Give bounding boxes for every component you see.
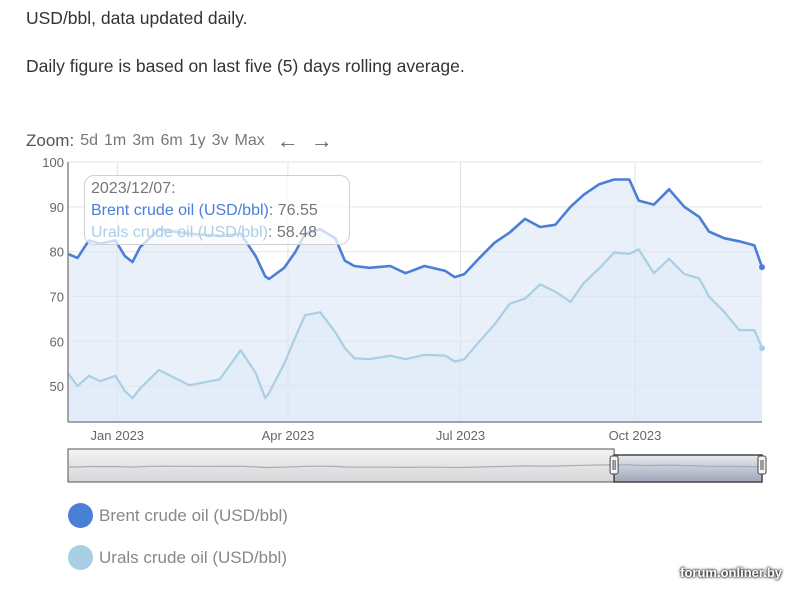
last-point-marker-brent bbox=[759, 264, 765, 271]
y-tick-label: 80 bbox=[50, 245, 64, 260]
x-tick-label: Apr 2023 bbox=[262, 428, 315, 443]
y-tick-label: 50 bbox=[50, 379, 64, 394]
tooltip-date: 2023/12/07: bbox=[91, 180, 176, 197]
zoom-bar: Zoom: 5d 1m 3m 6m 1y 3v Max ← → bbox=[26, 128, 333, 154]
y-tick-label: 90 bbox=[50, 200, 64, 215]
last-point-marker-urals bbox=[759, 345, 765, 352]
legend-brent-label: Brent crude oil (USD/bbl) bbox=[99, 505, 288, 525]
y-tick-label: 60 bbox=[50, 334, 64, 349]
legend-item-brent[interactable]: Brent crude oil (USD/bbl) bbox=[68, 503, 288, 528]
tooltip-brent-value: 76.55 bbox=[277, 202, 318, 219]
x-tick-label: Oct 2023 bbox=[609, 428, 662, 443]
zoom-6m-button[interactable]: 6m bbox=[160, 132, 183, 149]
y-tick-label: 70 bbox=[50, 289, 64, 304]
zoom-max-button[interactable]: Max bbox=[234, 132, 265, 149]
averaging-note: Daily figure is based on last five (5) d… bbox=[26, 56, 465, 76]
series-line-urals bbox=[67, 248, 764, 400]
navigator-right-handle[interactable] bbox=[757, 455, 767, 475]
legend-item-urals[interactable]: Urals crude oil (USD/bbl) bbox=[68, 545, 287, 570]
zoom-1m-button[interactable]: 1m bbox=[103, 132, 127, 149]
zoom-label: Zoom: bbox=[26, 131, 75, 150]
zoom-5d-button[interactable]: 5d bbox=[80, 132, 98, 149]
navigator-selection bbox=[613, 454, 763, 483]
chart-tooltip: 2023/12/07: Brent crude oil (USD/bbl): 7… bbox=[84, 175, 350, 245]
zoom-3v-button[interactable]: 3v bbox=[211, 132, 229, 149]
zoom-3m-button[interactable]: 3m bbox=[132, 132, 155, 149]
brent-legend-dot-icon bbox=[68, 503, 93, 528]
urals-legend-dot-icon bbox=[68, 545, 93, 570]
y-tick-label: 100 bbox=[42, 155, 64, 170]
watermark: forum.onliner.by bbox=[680, 565, 782, 580]
tooltip-brent-label: Brent crude oil (USD/bbl) bbox=[91, 202, 269, 219]
arrow-right-icon[interactable]: → bbox=[310, 128, 333, 153]
navigator-series bbox=[67, 464, 763, 469]
tooltip-urals-label: Urals crude oil (USD/bbl) bbox=[91, 224, 268, 241]
tooltip-urals-value: 58.48 bbox=[276, 224, 317, 241]
arrow-left-icon[interactable]: ← bbox=[276, 128, 299, 153]
x-tick-label: Jan 2023 bbox=[91, 428, 145, 443]
units-note: USD/bbl, data updated daily. bbox=[26, 8, 248, 28]
navigator-left-handle[interactable] bbox=[609, 455, 619, 475]
zoom-1y-button[interactable]: 1y bbox=[188, 132, 206, 149]
x-tick-label: Jul 2023 bbox=[436, 428, 485, 443]
series-area-urals bbox=[68, 249, 762, 422]
legend-urals-label: Urals crude oil (USD/bbl) bbox=[99, 547, 287, 567]
